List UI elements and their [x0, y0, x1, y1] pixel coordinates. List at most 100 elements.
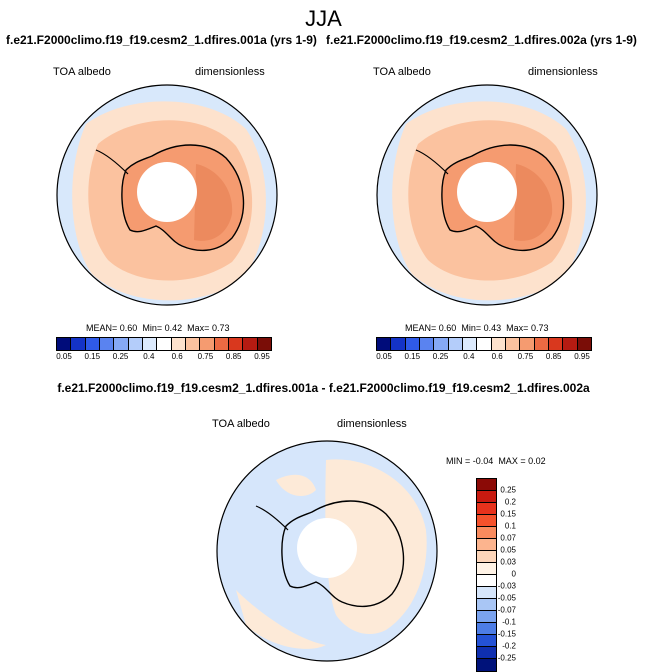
- difference-title: f.e21.F2000climo.f19_f19.cesm2_1.dfires.…: [57, 381, 590, 395]
- positive-anomaly-region: [276, 474, 316, 496]
- panel-1-colorbar-ticks: 0.05 0.15 0.25 0.4 0.6 0.75 0.85 0.95: [56, 352, 270, 362]
- colorbar-tick-label: 0.25: [112, 352, 129, 361]
- colorbar-swatch: [157, 338, 172, 350]
- max-value: 0.73: [211, 323, 230, 333]
- mean-label: MEAN=: [405, 323, 437, 333]
- colorbar-swatch: [563, 338, 578, 350]
- colorbar-tick-label: 0: [511, 569, 516, 579]
- colorbar-tick-label: 0.95: [254, 352, 270, 361]
- polar-missing-data: [297, 518, 357, 578]
- panel-1-stats: MEAN= 0.60 Min= 0.42 Max= 0.73: [86, 323, 229, 333]
- min-value: 0.43: [483, 323, 502, 333]
- min-value: 0.42: [164, 323, 183, 333]
- positive-anomaly-region: [236, 590, 326, 649]
- colorbar-tick-label: 0.07: [500, 533, 516, 543]
- difference-stats: MIN = -0.04 MAX = 0.02: [446, 456, 546, 466]
- colorbar-tick-label: 0.15: [84, 352, 101, 361]
- colorbar-swatch: [448, 338, 463, 350]
- colorbar-tick-label: 0.6: [491, 352, 503, 361]
- colorbar-tick-label: 0.05: [500, 545, 516, 555]
- colorbar-swatch: [477, 587, 496, 599]
- colorbar-swatch: [477, 539, 496, 551]
- colorbar-tick-label: 0.25: [432, 352, 449, 361]
- colorbar-swatch: [477, 338, 492, 350]
- antarctic-peninsula: [95, 149, 129, 175]
- colorbar-swatch: [434, 338, 449, 350]
- difference-map: [216, 440, 438, 662]
- colorbar-swatch: [534, 338, 549, 350]
- colorbar-tick-label: 0.75: [197, 352, 214, 361]
- panel-1-title: f.e21.F2000climo.f19_f19.cesm2_1.dfires.…: [6, 33, 317, 47]
- difference-colorbar-ticks: 0.25 0.2 0.15 0.1 0.07 0.05 0.03 0 -0.03 -0.05 -0.…: [490, 478, 516, 672]
- max-label: Max=: [187, 323, 210, 333]
- panel-1-variable: TOA albedo: [53, 66, 111, 78]
- colorbar-swatch: [243, 338, 258, 350]
- colorbar-swatch: [477, 527, 496, 539]
- east-antarctic-plateau: [514, 164, 553, 241]
- colorbar-swatch: [128, 338, 143, 350]
- colorbar-tick-label: 0.4: [143, 352, 155, 361]
- panel-2-title: f.e21.F2000climo.f19_f19.cesm2_1.dfires.…: [326, 33, 637, 47]
- colorbar-swatch: [200, 338, 215, 350]
- mean-value: 0.60: [438, 323, 457, 333]
- colorbar-tick-label: 0.25: [500, 485, 516, 495]
- colorbar-tick-label: -0.2: [502, 641, 516, 651]
- colorbar-tick-label: -0.15: [497, 629, 516, 639]
- panel-2-map: [376, 84, 598, 306]
- panel-2-units: dimensionless: [528, 66, 598, 78]
- colorbar-tick-label: 0.15: [500, 509, 516, 519]
- difference-colorbar: [476, 478, 497, 672]
- panel-1-map: [56, 84, 278, 306]
- colorbar-swatch: [71, 338, 86, 350]
- panel-2-stats: MEAN= 0.60 Min= 0.43 Max= 0.73: [405, 323, 548, 333]
- colorbar-tick-label: -0.25: [497, 653, 516, 663]
- min-value: -0.04: [472, 456, 494, 466]
- colorbar-tick-label: 0.85: [545, 352, 562, 361]
- colorbar-swatch: [99, 338, 115, 350]
- colorbar-swatch: [114, 338, 129, 350]
- min-label: Min=: [142, 323, 163, 333]
- colorbar-tick-label: 0.75: [517, 352, 534, 361]
- colorbar-swatch: [477, 611, 496, 623]
- panel-2-colorbar: [376, 337, 592, 351]
- colorbar-swatch: [214, 338, 229, 350]
- difference-units: dimensionless: [337, 418, 407, 430]
- colorbar-tick-label: 0.03: [500, 557, 516, 567]
- colorbar-swatch: [477, 503, 496, 515]
- colorbar-tick-label: -0.07: [497, 605, 516, 615]
- colorbar-swatch: [462, 338, 478, 350]
- colorbar-swatch: [377, 338, 392, 350]
- colorbar-swatch: [477, 479, 496, 491]
- colorbar-swatch: [491, 338, 506, 350]
- antarctic-peninsula: [255, 505, 289, 531]
- colorbar-swatch: [419, 338, 435, 350]
- colorbar-tick-label: -0.05: [497, 593, 516, 603]
- colorbar-tick-label: 0.2: [504, 497, 516, 507]
- colorbar-swatch: [477, 575, 496, 587]
- colorbar-swatch: [85, 338, 100, 350]
- colorbar-tick-label: 0.1: [504, 521, 516, 531]
- panel-1-units: dimensionless: [195, 66, 265, 78]
- colorbar-tick-label: -0.1: [502, 617, 516, 627]
- min-label: MIN =: [446, 456, 471, 466]
- panel-2-colorbar-ticks: 0.05 0.15 0.25 0.4 0.6 0.75 0.85 0.95: [376, 352, 590, 362]
- colorbar-swatch: [171, 338, 186, 350]
- colorbar-swatch: [477, 647, 496, 659]
- polar-missing-data: [457, 162, 517, 222]
- colorbar-swatch: [548, 338, 564, 350]
- min-label: Min=: [461, 323, 482, 333]
- colorbar-tick-label: 0.05: [56, 352, 72, 361]
- mean-value: 0.60: [119, 323, 138, 333]
- colorbar-swatch: [577, 338, 591, 350]
- colorbar-tick-label: 0.6: [171, 352, 183, 361]
- colorbar-swatch: [520, 338, 535, 350]
- colorbar-swatch: [391, 338, 406, 350]
- max-value: 0.73: [530, 323, 549, 333]
- colorbar-swatch: [477, 551, 496, 563]
- mean-label: MEAN=: [86, 323, 118, 333]
- polar-missing-data: [137, 162, 197, 222]
- colorbar-tick-label: -0.03: [497, 581, 516, 591]
- colorbar-swatch: [477, 635, 496, 647]
- colorbar-swatch: [228, 338, 244, 350]
- colorbar-swatch: [505, 338, 521, 350]
